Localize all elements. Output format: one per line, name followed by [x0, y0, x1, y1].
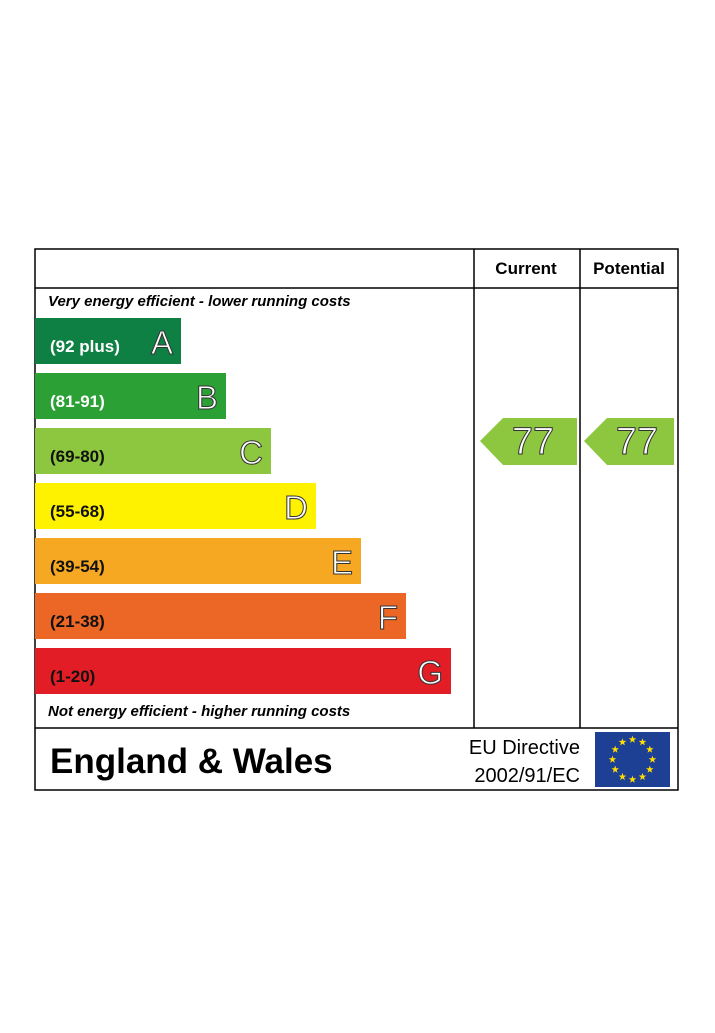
- current-header: Current: [495, 259, 557, 278]
- band-letter: A: [151, 324, 173, 361]
- eu-star: [646, 765, 654, 773]
- band-range: (69-80): [50, 447, 105, 466]
- band-bar: [35, 648, 451, 694]
- potential-header: Potential: [593, 259, 665, 278]
- band-bar: [35, 483, 316, 529]
- bottom-note: Not energy efficient - higher running co…: [48, 703, 350, 720]
- band-range: (39-54): [50, 557, 105, 576]
- eu-star: [618, 772, 627, 781]
- band-letter: G: [417, 654, 443, 691]
- band-letter: E: [331, 544, 353, 581]
- eu-star: [638, 738, 647, 746]
- band-bar: [35, 318, 181, 364]
- potential-rating: 77: [616, 421, 658, 463]
- eu-star: [611, 745, 619, 753]
- band-bar: [35, 593, 406, 639]
- band-letter: B: [196, 379, 218, 416]
- current-arrow: [480, 418, 577, 465]
- current-rating: 77: [512, 421, 554, 463]
- band-bar: [35, 538, 361, 584]
- band-range: (21-38): [50, 612, 105, 631]
- eu-star: [608, 755, 617, 763]
- top-note: Very energy efficient - lower running co…: [48, 293, 351, 310]
- band-bar: [35, 428, 271, 474]
- band-bar: [35, 373, 226, 419]
- eu-star: [638, 772, 647, 781]
- eu-star: [628, 735, 637, 743]
- band-range: (1-20): [50, 667, 95, 686]
- eu-star: [628, 775, 637, 783]
- potential-arrow: [584, 418, 674, 465]
- band-letter: C: [239, 434, 263, 471]
- band-range: (92 plus): [50, 337, 120, 356]
- directive-line: 2002/91/EC: [474, 765, 580, 787]
- band-range: (81-91): [50, 392, 105, 411]
- band-range: (55-68): [50, 502, 105, 521]
- eu-star: [611, 765, 619, 773]
- directive-line: EU Directive: [469, 737, 580, 759]
- eu-star: [648, 755, 657, 763]
- band-letter: D: [284, 489, 308, 526]
- band-letter: F: [378, 599, 398, 636]
- eu-star: [618, 738, 627, 746]
- eu-star: [646, 745, 654, 753]
- region: England & Wales: [50, 742, 333, 781]
